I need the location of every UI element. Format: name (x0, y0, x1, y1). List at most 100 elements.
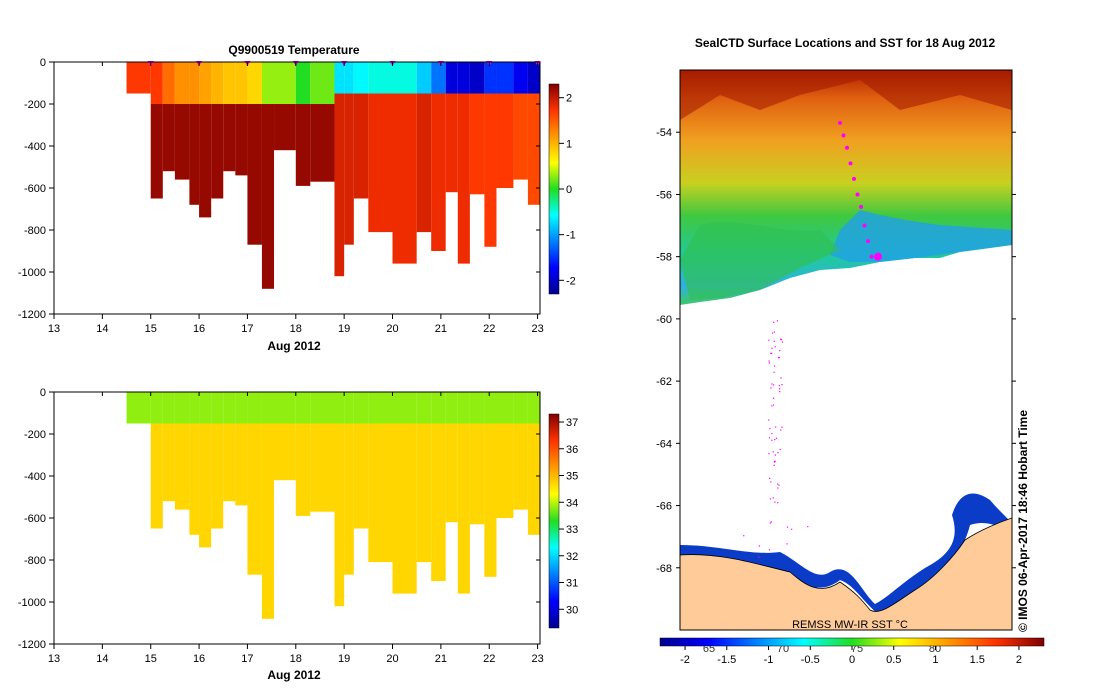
scatter-point (768, 549, 771, 551)
temperature-profile-surface (295, 62, 311, 104)
scatter-point (778, 356, 781, 359)
temperature-profile-deep (353, 93, 369, 199)
temperature-profile-surface (484, 62, 497, 94)
scatter-point (769, 477, 771, 479)
temperature-profile-deep (469, 93, 485, 195)
temperature-profile-surface (513, 62, 528, 94)
temperature-colorbar-tick-label: 0 (566, 184, 572, 196)
salinity-y-tick-label: 0 (40, 387, 46, 399)
scatter-point (780, 339, 783, 341)
scatter-point (773, 371, 775, 373)
salinity-profile-deep (496, 423, 514, 518)
salinity-colorbar-tick-label: 33 (566, 524, 578, 536)
scatter-point (758, 556, 760, 558)
salinity-y-tick-label: -800 (24, 555, 46, 567)
temperature-y-tick-label: -800 (24, 225, 46, 237)
temperature-profile-surface (274, 62, 296, 104)
scatter-point (773, 365, 776, 367)
scatter-point (758, 545, 761, 547)
sst-colorbar-tick-label: -1.5 (717, 654, 736, 666)
salinity-colorbar (548, 413, 560, 629)
scatter-point (774, 454, 777, 456)
track-point (859, 204, 863, 209)
salinity-profile-surface (150, 392, 163, 424)
scatter-point (775, 426, 777, 428)
salinity-axes: 13 14 15 16 17 18 19 20 21 22 23 0 -200 -400 -600 -800 -… (18, 387, 544, 665)
scatter-point (774, 438, 776, 441)
temperature-x-tick-label: 22 (483, 323, 495, 335)
sst-map-field (680, 70, 1012, 630)
temperature-y-tick-label: 0 (40, 57, 46, 69)
salinity-profile-surface (368, 392, 393, 424)
track-point (848, 161, 853, 166)
temperature-profile-surface (150, 62, 163, 104)
temperature-profile-deep (368, 93, 393, 233)
salinity-profile-surface (344, 392, 354, 424)
salinity-profile-surface (274, 392, 296, 424)
salinity-profile-deep (189, 423, 200, 535)
temperature-x-label: Aug 2012 (267, 339, 321, 353)
sst-colorbar-tick-label: 1.5 (970, 654, 985, 666)
salinity-profile-deep (310, 423, 335, 512)
temperature-profile-surface (353, 62, 369, 94)
scatter-point (773, 397, 775, 399)
salinity-x-tick-label: 17 (241, 653, 253, 665)
scatter-point (791, 528, 793, 530)
scatter-point (770, 352, 772, 354)
sst-colorbar-label: REMSS MW-IR SST °C (792, 619, 908, 631)
temperature-profile-deep (295, 104, 311, 186)
salinity-profiles (126, 392, 540, 619)
seal-track (838, 120, 882, 261)
scatter-point (781, 341, 784, 343)
sst-colorbar-tick-label: 0 (849, 654, 855, 666)
salinity-profile-surface (261, 392, 275, 424)
scatter-point (780, 377, 782, 379)
salinity-colorbar-tick-label: 35 (566, 471, 578, 483)
salinity-profile-surface (484, 392, 497, 424)
map-credit: © IMOS 06-Apr-2017 18:46 Hobart Time (1016, 410, 1030, 632)
scatter-point (779, 350, 781, 352)
salinity-colorbar-tick-label: 34 (566, 497, 578, 509)
scatter-point (768, 339, 770, 341)
temperature-x-tick-label: 23 (531, 323, 543, 335)
track-point (845, 145, 849, 150)
salinity-profile-surface (247, 392, 262, 424)
temperature-profile-surface (344, 62, 354, 94)
scatter-point (774, 346, 776, 348)
temperature-profile-surface (457, 62, 470, 94)
scatter-point (773, 461, 775, 463)
scatter-point (777, 452, 779, 454)
salinity-colorbar-tick-label: 36 (566, 444, 578, 456)
temperature-profile-deep (211, 104, 224, 199)
salinity-colorbar-tick-label: 30 (566, 604, 578, 616)
salinity-colorbar-tick-label: 37 (566, 417, 578, 429)
temperature-profile-surface (527, 62, 540, 94)
scatter-point (779, 448, 781, 451)
temperature-profile-deep (445, 93, 458, 193)
salinity-profile-deep (416, 423, 432, 563)
temperature-profile-deep (484, 93, 497, 247)
scatter-point (772, 497, 774, 499)
salinity-profile-deep (162, 423, 175, 502)
salinity-profile-surface (189, 392, 200, 424)
temperature-colorbar-ticks: 2 1 0 -1 -2 (559, 93, 576, 287)
scatter-point (778, 388, 781, 390)
track-point (852, 176, 856, 181)
temperature-y-tick-label: -400 (24, 141, 46, 153)
sst-colorbar-tick-label: -1 (764, 654, 774, 666)
sst-colorbar-tick-label: 2 (1016, 654, 1022, 666)
salinity-x-tick-label: 23 (531, 653, 543, 665)
sst-colorbar-tick-label: 0.5 (886, 654, 901, 666)
scatter-point (778, 484, 780, 486)
sst-colorbar-tick-label: 1 (932, 654, 938, 666)
temperature-profile-deep (527, 93, 540, 205)
temperature-profile-surface (189, 62, 200, 104)
salinity-profile-deep (235, 423, 248, 506)
salinity-profile-deep (211, 423, 224, 529)
salinity-y-tick-label: -400 (24, 471, 46, 483)
map-y-tick-label: -58 (656, 252, 672, 264)
scatter-point (768, 453, 770, 455)
scatter-point (773, 340, 775, 342)
temperature-profile-surface (392, 62, 417, 94)
